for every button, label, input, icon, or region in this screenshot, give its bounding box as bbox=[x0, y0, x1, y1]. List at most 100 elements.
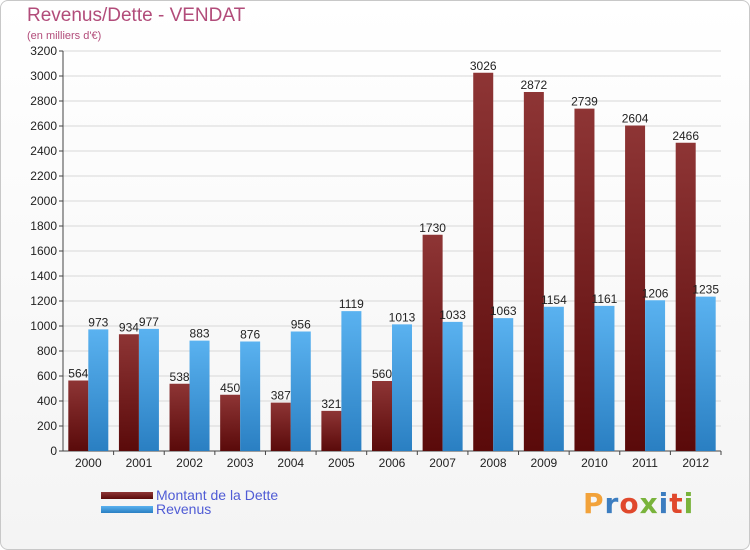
bar-revenus bbox=[88, 329, 109, 451]
y-tick-label: 2800 bbox=[30, 94, 57, 108]
proxiti-logo: Proxiti bbox=[583, 487, 694, 520]
bar-revenus bbox=[594, 305, 615, 451]
bar-revenus bbox=[240, 341, 261, 451]
bar-debt bbox=[220, 394, 241, 451]
data-label-revenus: 1206 bbox=[642, 286, 669, 300]
x-tick-label: 2010 bbox=[581, 456, 608, 470]
data-label-revenus: 883 bbox=[190, 327, 210, 341]
y-tick-label: 200 bbox=[37, 419, 57, 433]
data-label-debt: 564 bbox=[68, 367, 88, 381]
bar-debt bbox=[118, 334, 139, 451]
x-tick-label: 2004 bbox=[277, 456, 304, 470]
y-tick-label: 1000 bbox=[30, 319, 57, 333]
logo-letter: P bbox=[583, 487, 605, 520]
bar-revenus bbox=[543, 306, 564, 451]
y-tick-label: 1800 bbox=[30, 219, 57, 233]
data-label-revenus: 1033 bbox=[439, 308, 466, 322]
data-label-debt: 321 bbox=[321, 397, 341, 411]
data-label-revenus: 1235 bbox=[692, 283, 719, 297]
y-tick-label: 400 bbox=[37, 394, 57, 408]
legend-swatch-revenus bbox=[101, 506, 153, 513]
bar-revenus bbox=[392, 324, 412, 451]
data-label-revenus: 1119 bbox=[339, 297, 364, 311]
y-tick-label: 2000 bbox=[30, 194, 57, 208]
y-tick-label: 3200 bbox=[30, 44, 57, 58]
data-label-debt: 450 bbox=[220, 381, 240, 395]
bar-revenus bbox=[189, 340, 210, 451]
bar-debt bbox=[625, 125, 646, 451]
x-tick-label: 2012 bbox=[682, 456, 709, 470]
x-tick-label: 2002 bbox=[176, 456, 203, 470]
bar-debt bbox=[68, 380, 89, 451]
y-tick-label: 2600 bbox=[30, 119, 57, 133]
x-tick-label: 2001 bbox=[126, 456, 153, 470]
data-label-revenus: 973 bbox=[88, 315, 108, 329]
data-label-debt: 2872 bbox=[520, 78, 547, 92]
chart-subtitle: (en milliers d'€) bbox=[27, 30, 102, 42]
y-tick-label: 3000 bbox=[30, 69, 57, 83]
bar-revenus bbox=[341, 311, 362, 451]
logo-letter: o bbox=[619, 487, 640, 520]
labels: 0 200 400 600 800 1000 1200 1400 1600 1800 2000 220… bbox=[30, 44, 719, 470]
data-label-revenus: 1013 bbox=[389, 310, 416, 324]
x-tick-label: 2008 bbox=[480, 456, 507, 470]
data-label-revenus: 1161 bbox=[592, 292, 618, 306]
y-tick-label: 1400 bbox=[30, 269, 57, 283]
bar-debt bbox=[372, 381, 392, 451]
data-label-debt: 2466 bbox=[672, 129, 699, 143]
logo-letter: i bbox=[658, 487, 670, 520]
y-tick-label: 600 bbox=[37, 369, 57, 383]
y-tick-label: 1600 bbox=[30, 244, 57, 258]
data-label-debt: 387 bbox=[271, 389, 291, 403]
legend-swatch-debt bbox=[101, 492, 153, 499]
logo-letter: r bbox=[604, 487, 620, 520]
logo-letter: t bbox=[669, 487, 684, 520]
bar-revenus bbox=[138, 328, 159, 451]
data-label-debt: 2604 bbox=[622, 112, 649, 126]
data-label-revenus: 977 bbox=[139, 315, 159, 329]
y-tick-label: 800 bbox=[37, 344, 57, 358]
x-tick-label: 2007 bbox=[429, 456, 456, 470]
x-tick-label: 2011 bbox=[632, 456, 658, 470]
x-tick-label: 2009 bbox=[530, 456, 557, 470]
data-label-revenus: 1063 bbox=[490, 304, 517, 318]
bar-revenus bbox=[442, 321, 463, 451]
x-tick-label: 2000 bbox=[75, 456, 102, 470]
data-label-revenus: 876 bbox=[240, 328, 260, 342]
bar-debt bbox=[422, 234, 443, 451]
data-label-debt: 3026 bbox=[470, 59, 497, 73]
data-label-debt: 1730 bbox=[419, 221, 446, 235]
y-tick-label: 2400 bbox=[30, 144, 57, 158]
data-label-debt: 560 bbox=[372, 367, 392, 381]
data-label-debt: 538 bbox=[170, 370, 190, 384]
data-label-revenus: 1154 bbox=[541, 293, 567, 307]
chart-title: Revenus/Dette - VENDAT bbox=[27, 5, 246, 26]
legend-label-revenus: Revenus bbox=[156, 501, 212, 517]
bar-revenus bbox=[493, 318, 514, 451]
y-tick-label: 1200 bbox=[30, 294, 57, 308]
legend-label-debt: Montant de la Dette bbox=[156, 487, 279, 503]
bar-revenus bbox=[645, 300, 666, 451]
bar-debt bbox=[321, 410, 342, 451]
data-label-debt: 2739 bbox=[571, 95, 598, 109]
logo-letter: i bbox=[683, 487, 695, 520]
bar-debt bbox=[523, 92, 544, 451]
bar-debt bbox=[169, 383, 190, 451]
bar-debt bbox=[473, 72, 494, 451]
y-tick-label: 2200 bbox=[30, 169, 57, 183]
bar-debt bbox=[574, 108, 595, 451]
x-tick-label: 2006 bbox=[379, 456, 406, 470]
bar-debt bbox=[270, 402, 291, 451]
data-label-debt: 934 bbox=[119, 320, 139, 334]
bar-debt bbox=[675, 142, 696, 451]
x-tick-label: 2003 bbox=[227, 456, 254, 470]
bar-revenus bbox=[695, 296, 716, 451]
data-label-revenus: 956 bbox=[291, 318, 311, 332]
bar-revenus bbox=[290, 331, 311, 451]
logo-letter: x bbox=[639, 487, 659, 520]
bars bbox=[68, 72, 716, 451]
y-tick-label: 0 bbox=[50, 444, 57, 458]
x-tick-label: 2005 bbox=[328, 456, 355, 470]
